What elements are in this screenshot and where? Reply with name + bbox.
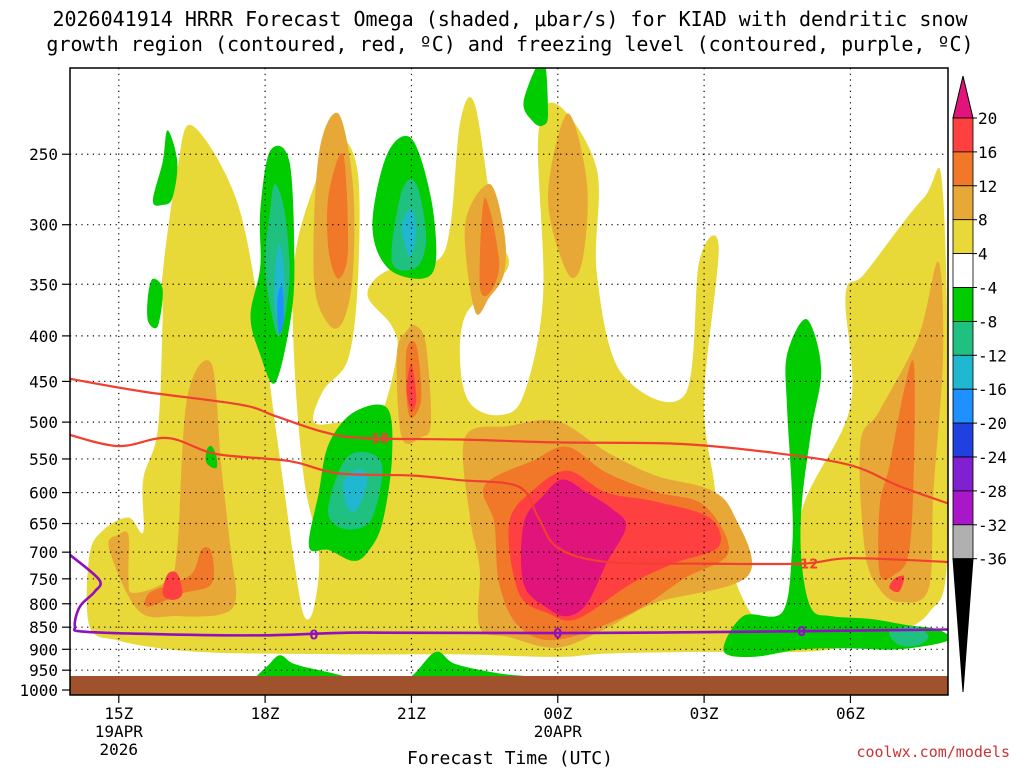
y-tick-label: 750 bbox=[29, 570, 58, 589]
colorbar-segment bbox=[952, 287, 974, 322]
x-tick-year: 2026 bbox=[100, 740, 139, 759]
dgz-top-contour bbox=[70, 377, 948, 505]
colorbar-segment bbox=[952, 151, 974, 187]
omega-region-g4 bbox=[152, 130, 178, 206]
y-tick-label: 650 bbox=[29, 515, 58, 534]
colorbar-segment bbox=[952, 320, 974, 356]
colorbar-label: -12 bbox=[978, 346, 1007, 365]
omega-region-w4 bbox=[86, 97, 948, 657]
x-tick-label: 21Z bbox=[397, 704, 426, 723]
y-tick-label: 450 bbox=[29, 372, 58, 391]
y-tick-label: 950 bbox=[29, 661, 58, 680]
x-tick-label: 03Z bbox=[690, 704, 719, 723]
colorbar-segment bbox=[952, 354, 974, 390]
y-tick-label: 900 bbox=[29, 640, 58, 659]
omega-region-w12 bbox=[479, 197, 500, 297]
colorbar-segment bbox=[952, 388, 974, 424]
omega-region-g4 bbox=[147, 278, 163, 329]
x-axis-label: Forecast Time (UTC) bbox=[407, 748, 613, 768]
y-tick-label: 1000 bbox=[19, 681, 58, 700]
y-tick-label: 250 bbox=[29, 145, 58, 164]
chart-title-line-1: 2026041914 HRRR Forecast Omega (shaded, … bbox=[52, 7, 968, 31]
colorbar-label: 16 bbox=[978, 143, 997, 162]
y-tick-label: 550 bbox=[29, 450, 58, 469]
x-tick-label: 18Z bbox=[251, 704, 280, 723]
omega-region-w16 bbox=[406, 363, 417, 411]
colorbar: 20 16 12 8 4 -4 -8 -12 -16 -20 -24 -28 -32 -36 bbox=[952, 75, 1007, 693]
freezing-level-label: 0 bbox=[309, 628, 318, 643]
y-tick-label: 600 bbox=[29, 484, 58, 503]
colorbar-top-arrow bbox=[952, 75, 974, 119]
colorbar-label: -36 bbox=[978, 550, 1007, 569]
colorbar-label: -20 bbox=[978, 414, 1007, 433]
colorbar-label: 8 bbox=[978, 211, 988, 230]
colorbar-label: 20 bbox=[978, 109, 997, 128]
omega-region-w12 bbox=[144, 547, 215, 607]
y-tick-label: 500 bbox=[29, 413, 58, 432]
dgz-bottom-contour bbox=[70, 433, 948, 566]
colorbar-label: -16 bbox=[978, 380, 1007, 399]
colorbar-label: 4 bbox=[978, 245, 988, 264]
colorbar-label: 12 bbox=[978, 177, 997, 196]
y-tick-label: 800 bbox=[29, 595, 58, 614]
ground-layer bbox=[70, 676, 948, 695]
y-tick-label: 700 bbox=[29, 543, 58, 562]
contour-labels: -18 -12 0 0 0 bbox=[309, 432, 818, 643]
freezing-level-contour bbox=[70, 553, 948, 637]
x-tick-label: 00Z bbox=[543, 704, 572, 723]
x-tick-label: 06Z bbox=[836, 704, 865, 723]
y-tick-label: 350 bbox=[29, 275, 58, 294]
omega-shading bbox=[86, 68, 948, 693]
colorbar-segment bbox=[952, 253, 974, 288]
omega-region-g16 bbox=[277, 285, 284, 334]
colorbar-bottom-arrow bbox=[952, 558, 974, 693]
omega-region-w12 bbox=[878, 360, 915, 581]
colorbar-label: -4 bbox=[978, 279, 997, 298]
plot-area bbox=[70, 68, 948, 695]
colorbar-label: -32 bbox=[978, 516, 1007, 535]
colorbar-segment bbox=[952, 117, 974, 153]
colorbar-segment bbox=[952, 524, 974, 560]
colorbar-label: -24 bbox=[978, 448, 1007, 467]
y-tick-label: 300 bbox=[29, 216, 58, 235]
y-axis-ticks: 250 300 350 400 450 500 550 600 650 700 750 800 850 9… bbox=[19, 145, 70, 700]
omega-region-g12 bbox=[401, 208, 417, 257]
credit-text: coolwx.com/models bbox=[856, 743, 1010, 761]
x-tick-date: 19APR bbox=[95, 722, 144, 741]
omega-region-w12 bbox=[326, 152, 349, 279]
omega-region-g4 bbox=[523, 68, 548, 127]
colorbar-label: -28 bbox=[978, 482, 1007, 501]
dgz-bottom-label: -12 bbox=[795, 558, 819, 573]
omega-region-w16 bbox=[889, 575, 905, 593]
y-tick-label: 400 bbox=[29, 327, 58, 346]
omega-region-g4 bbox=[723, 319, 948, 657]
gridlines bbox=[70, 68, 948, 695]
colorbar-segment bbox=[952, 185, 974, 221]
freezing-level-label: 0 bbox=[797, 625, 806, 640]
omega-region-g12 bbox=[342, 469, 368, 512]
y-tick-label: 850 bbox=[29, 618, 58, 637]
colorbar-segment bbox=[952, 490, 974, 526]
x-tick-label: 15Z bbox=[104, 704, 133, 723]
contour-lines bbox=[70, 377, 948, 637]
colorbar-label: -8 bbox=[978, 312, 997, 331]
chart-title-line-2: growth region (contoured, red, ºC) and f… bbox=[46, 32, 973, 56]
dgz-top-label: -18 bbox=[366, 432, 390, 447]
colorbar-segment bbox=[952, 456, 974, 492]
colorbar-segment bbox=[952, 422, 974, 458]
colorbar-segment bbox=[952, 219, 974, 254]
omega-region-w20 bbox=[520, 479, 627, 617]
freezing-level-label: 0 bbox=[553, 627, 562, 642]
x-tick-date: 20APR bbox=[534, 722, 583, 741]
